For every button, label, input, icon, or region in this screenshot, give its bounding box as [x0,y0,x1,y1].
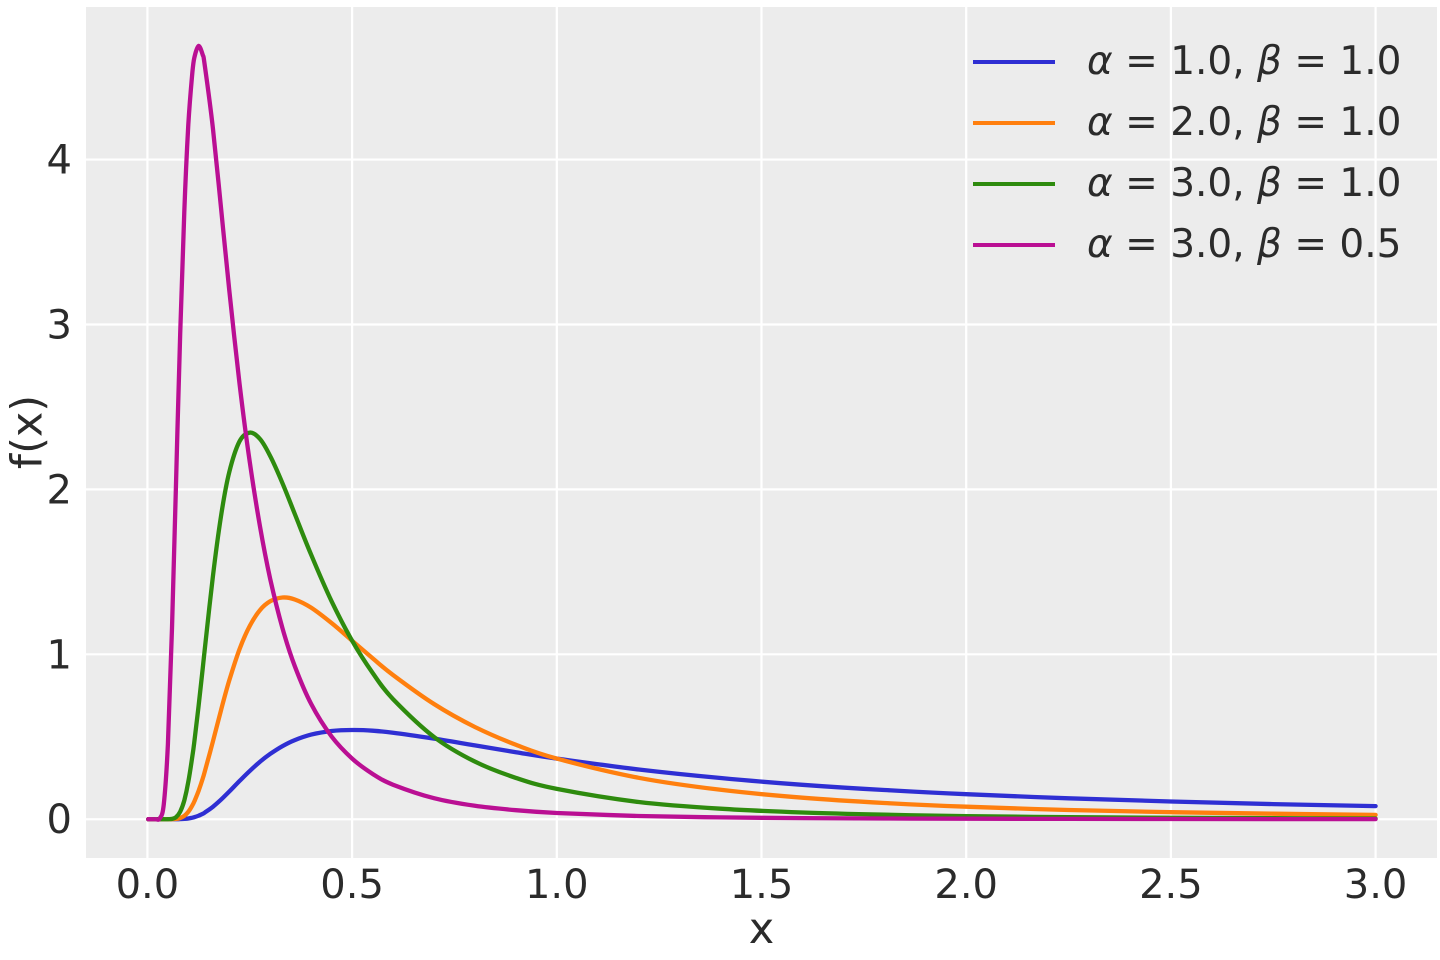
y-tick-label: 2 [47,467,72,513]
legend-label: α = 2.0, β = 1.0 [1087,100,1402,145]
y-tick-labels: 0 1 2 3 4 [47,138,72,844]
legend-item: α = 3.0, β = 0.5 [973,214,1401,275]
x-tick-label: 1.0 [525,862,589,908]
legend-label: α = 1.0, β = 1.0 [1087,39,1402,84]
x-tick-label: 0.0 [116,862,180,908]
legend-line-swatch [973,59,1055,64]
gridlines [86,7,1437,858]
legend-item: α = 3.0, β = 1.0 [973,153,1401,214]
x-tick-label: 3.0 [1344,862,1408,908]
x-tick-label: 0.5 [320,862,384,908]
curve-series-2 [146,430,1378,822]
y-axis-label: f(x) [2,394,53,470]
x-axis-label: x [748,904,775,954]
legend-label: α = 3.0, β = 1.0 [1087,161,1402,206]
x-tick-label: 1.5 [730,862,794,908]
data-curves [146,43,1378,822]
legend-line-swatch [973,120,1055,125]
x-tick-label: 2.0 [934,862,998,908]
legend-item: α = 1.0, β = 1.0 [973,31,1401,92]
y-tick-label: 0 [47,797,72,843]
y-tick-label: 4 [47,138,72,184]
y-tick-label: 3 [47,302,72,348]
legend-label: α = 3.0, β = 0.5 [1087,222,1402,267]
y-tick-label: 1 [47,632,72,678]
legend-line-swatch [973,242,1055,247]
x-tick-label: 2.5 [1139,862,1203,908]
legend-line-swatch [973,181,1055,186]
curve-series-3 [146,43,1378,822]
x-tick-labels: 0.0 0.5 1.0 1.5 2.0 2.5 3.0 [116,862,1408,908]
legend-item: α = 2.0, β = 1.0 [973,92,1401,153]
legend: α = 1.0, β = 1.0 α = 2.0, β = 1.0 α = 3.… [973,31,1401,275]
